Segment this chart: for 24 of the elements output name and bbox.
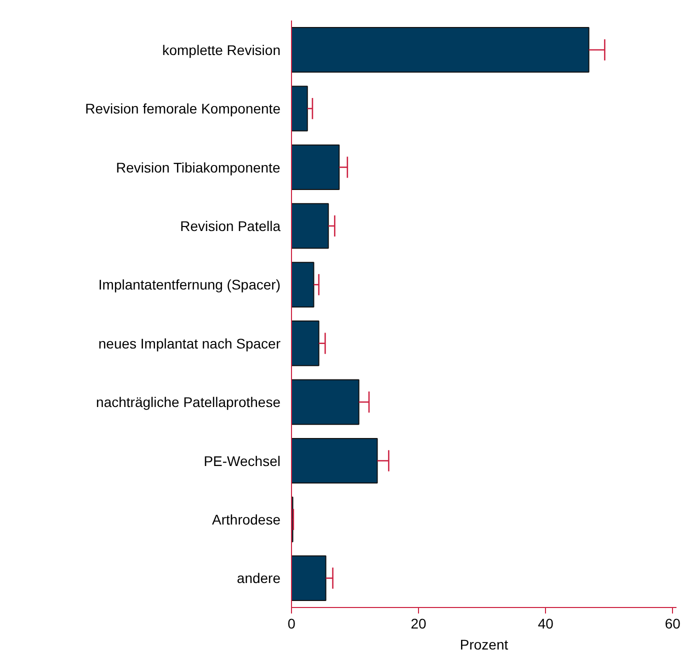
y-tick-label: neues Implantat nach Spacer	[98, 335, 281, 352]
y-tick-label: Revision femorale Komponente	[85, 100, 281, 117]
x-tick-label: 20	[410, 616, 427, 632]
y-tick-label: Revision Tibiakomponente	[116, 159, 280, 176]
bar	[292, 320, 320, 366]
x-tick-label: 0	[288, 616, 296, 632]
y-tick-label: Revision Patella	[180, 218, 281, 234]
bar	[292, 86, 308, 132]
x-tick-label: 60	[664, 616, 681, 632]
bar	[292, 144, 340, 190]
x-tick-label: 40	[538, 616, 554, 632]
x-axis-title: Prozent	[460, 636, 508, 652]
y-tick-label: andere	[236, 570, 281, 586]
bar	[292, 27, 590, 73]
bar	[292, 438, 378, 484]
bar	[292, 203, 329, 249]
y-tick-label: komplette Revision	[162, 42, 281, 58]
y-tick-label: Implantatentfernung (Spacer)	[98, 276, 281, 293]
y-tick-label: Arthrodese	[212, 511, 281, 528]
bar	[292, 379, 360, 425]
y-tick-label: nachträgliche Patellaprothese	[96, 394, 281, 410]
y-tick-label: PE-Wechsel	[204, 452, 281, 469]
bar	[292, 262, 314, 308]
bar	[292, 555, 326, 601]
